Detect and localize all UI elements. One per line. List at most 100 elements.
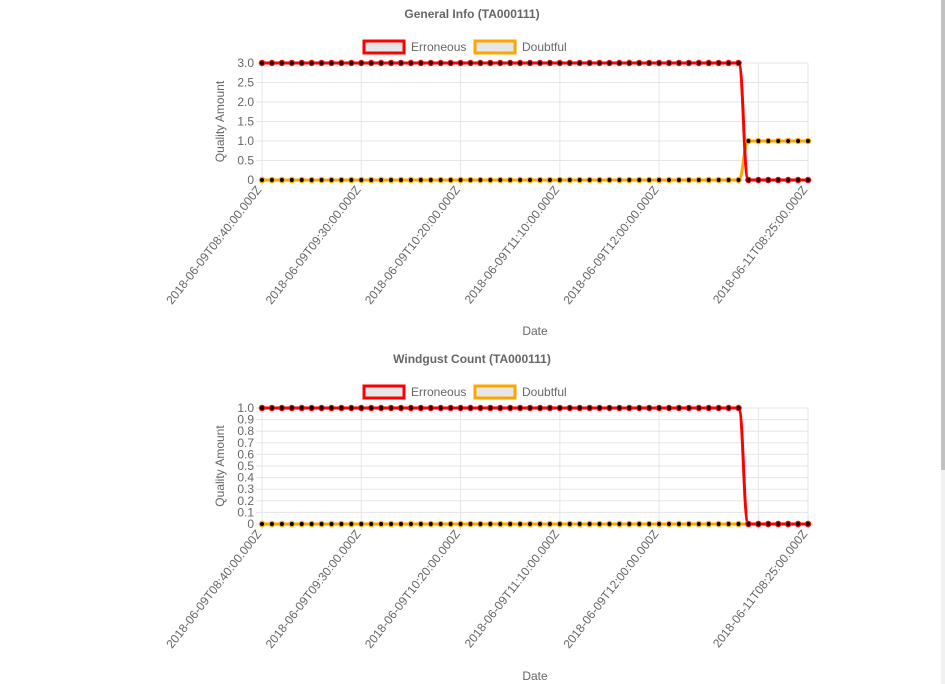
- data-point-erroneous[interactable]: [586, 59, 593, 67]
- data-point-doubtful[interactable]: [655, 176, 663, 184]
- data-point-erroneous[interactable]: [715, 404, 722, 412]
- data-point-doubtful[interactable]: [616, 176, 623, 184]
- data-point-doubtful[interactable]: [526, 520, 534, 528]
- data-point-erroneous[interactable]: [338, 59, 345, 67]
- data-point-doubtful[interactable]: [467, 520, 474, 528]
- data-point-erroneous[interactable]: [447, 404, 454, 412]
- data-point-erroneous[interactable]: [755, 176, 762, 184]
- data-point-erroneous[interactable]: [705, 59, 712, 67]
- data-point-erroneous[interactable]: [775, 520, 782, 528]
- data-point-doubtful[interactable]: [586, 520, 593, 528]
- data-point-erroneous[interactable]: [775, 176, 782, 184]
- data-point-doubtful[interactable]: [695, 176, 703, 184]
- data-point-erroneous[interactable]: [278, 59, 286, 67]
- data-point-erroneous[interactable]: [338, 404, 345, 412]
- data-point-doubtful[interactable]: [358, 520, 365, 528]
- data-point-doubtful[interactable]: [397, 176, 405, 184]
- data-point-erroneous[interactable]: [348, 404, 355, 412]
- data-point-erroneous[interactable]: [487, 404, 494, 412]
- data-point-erroneous[interactable]: [368, 59, 375, 67]
- data-point-doubtful[interactable]: [328, 520, 335, 528]
- data-point-erroneous[interactable]: [804, 176, 812, 184]
- data-point-doubtful[interactable]: [645, 520, 653, 528]
- data-point-doubtful[interactable]: [576, 520, 583, 528]
- data-point-erroneous[interactable]: [487, 59, 494, 67]
- data-point-doubtful[interactable]: [348, 176, 355, 184]
- data-point-doubtful[interactable]: [506, 520, 514, 528]
- data-point-doubtful[interactable]: [377, 520, 385, 528]
- data-point-doubtful[interactable]: [407, 520, 415, 528]
- data-point-doubtful[interactable]: [725, 520, 732, 528]
- data-point-doubtful[interactable]: [705, 520, 712, 528]
- data-point-erroneous[interactable]: [784, 520, 792, 528]
- data-point-erroneous[interactable]: [705, 404, 712, 412]
- data-point-erroneous[interactable]: [427, 404, 434, 412]
- legend-item-erroneous[interactable]: Erroneous: [362, 39, 466, 55]
- data-point-erroneous[interactable]: [576, 404, 583, 412]
- data-point-erroneous[interactable]: [447, 59, 454, 67]
- data-point-erroneous[interactable]: [645, 404, 653, 412]
- data-point-erroneous[interactable]: [298, 59, 305, 67]
- data-point-erroneous[interactable]: [377, 59, 385, 67]
- data-point-erroneous[interactable]: [457, 404, 464, 412]
- data-point-erroneous[interactable]: [784, 176, 792, 184]
- data-point-erroneous[interactable]: [348, 59, 355, 67]
- data-point-doubtful[interactable]: [536, 520, 544, 528]
- data-point-doubtful[interactable]: [566, 176, 573, 184]
- data-point-erroneous[interactable]: [725, 404, 732, 412]
- data-point-erroneous[interactable]: [308, 59, 315, 67]
- data-point-erroneous[interactable]: [516, 404, 524, 412]
- data-point-doubtful[interactable]: [645, 176, 653, 184]
- data-point-doubtful[interactable]: [725, 176, 732, 184]
- data-point-doubtful[interactable]: [566, 520, 573, 528]
- data-point-erroneous[interactable]: [556, 404, 564, 412]
- data-point-erroneous[interactable]: [477, 59, 484, 67]
- data-point-doubtful[interactable]: [606, 176, 613, 184]
- data-point-erroneous[interactable]: [606, 404, 613, 412]
- legend-item-erroneous[interactable]: Erroneous: [362, 384, 466, 400]
- data-point-erroneous[interactable]: [655, 404, 663, 412]
- vertical-scrollbar[interactable]: [941, 0, 945, 684]
- scrollbar-thumb[interactable]: [941, 0, 945, 470]
- data-point-erroneous[interactable]: [685, 404, 693, 412]
- data-point-erroneous[interactable]: [636, 59, 643, 67]
- data-point-erroneous[interactable]: [675, 59, 683, 67]
- data-point-doubtful[interactable]: [546, 176, 554, 184]
- data-point-erroneous[interactable]: [725, 59, 732, 67]
- data-point-doubtful[interactable]: [278, 520, 286, 528]
- data-point-erroneous[interactable]: [616, 404, 623, 412]
- data-point-erroneous[interactable]: [516, 59, 524, 67]
- data-point-doubtful[interactable]: [407, 176, 415, 184]
- data-point-doubtful[interactable]: [497, 520, 504, 528]
- data-point-doubtful[interactable]: [556, 176, 564, 184]
- data-point-erroneous[interactable]: [437, 404, 444, 412]
- data-point-doubtful[interactable]: [437, 520, 444, 528]
- data-point-erroneous[interactable]: [258, 404, 266, 412]
- data-point-erroneous[interactable]: [546, 404, 554, 412]
- data-point-doubtful[interactable]: [467, 176, 474, 184]
- data-point-doubtful[interactable]: [268, 176, 276, 184]
- data-point-doubtful[interactable]: [636, 520, 643, 528]
- data-point-doubtful[interactable]: [477, 176, 484, 184]
- data-point-doubtful[interactable]: [427, 520, 434, 528]
- data-point-erroneous[interactable]: [308, 404, 315, 412]
- legend-item-doubtful[interactable]: Doubtful: [473, 384, 567, 400]
- data-point-doubtful[interactable]: [596, 176, 603, 184]
- data-point-erroneous[interactable]: [685, 59, 693, 67]
- data-point-doubtful[interactable]: [526, 176, 534, 184]
- data-point-doubtful[interactable]: [784, 137, 792, 145]
- data-point-doubtful[interactable]: [655, 520, 663, 528]
- data-point-doubtful[interactable]: [447, 176, 454, 184]
- data-point-doubtful[interactable]: [536, 176, 544, 184]
- data-point-erroneous[interactable]: [735, 59, 742, 67]
- data-point-erroneous[interactable]: [606, 59, 613, 67]
- data-point-erroneous[interactable]: [358, 404, 365, 412]
- data-point-doubtful[interactable]: [348, 520, 355, 528]
- data-point-erroneous[interactable]: [765, 520, 772, 528]
- data-point-doubtful[interactable]: [586, 176, 593, 184]
- data-point-doubtful[interactable]: [735, 520, 742, 528]
- data-point-erroneous[interactable]: [288, 404, 295, 412]
- data-point-doubtful[interactable]: [487, 176, 494, 184]
- data-point-erroneous[interactable]: [387, 404, 395, 412]
- data-point-doubtful[interactable]: [368, 176, 375, 184]
